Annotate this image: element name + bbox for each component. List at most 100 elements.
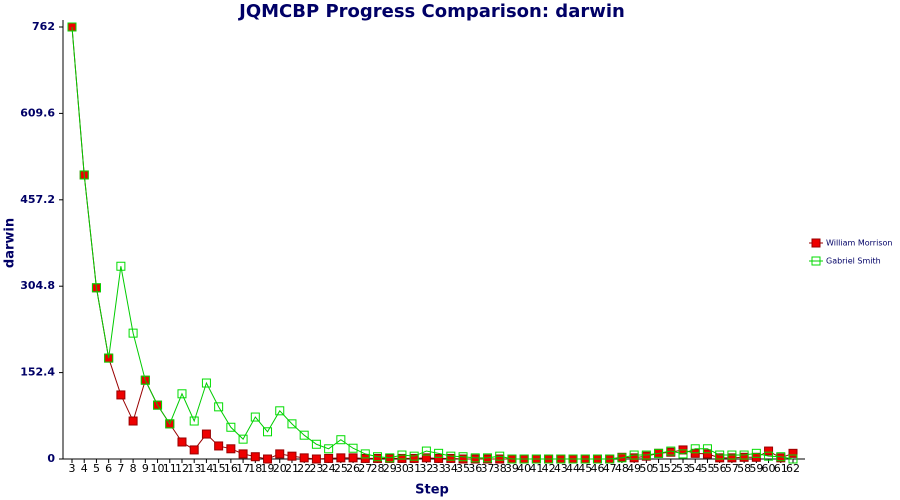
x-tick-label: 21 <box>285 462 299 475</box>
data-point <box>409 451 419 461</box>
x-tick-label: 17 <box>236 462 250 475</box>
data-point <box>495 451 505 461</box>
data-point <box>299 453 309 463</box>
x-tick-label: 45 <box>578 462 592 475</box>
data-point <box>654 448 664 458</box>
chart-title: JQMCBP Progress Comparison: darwin <box>237 1 625 22</box>
data-point <box>727 450 737 460</box>
legend-label: William Morrison <box>826 239 892 248</box>
data-point <box>91 283 101 293</box>
y-tick-label: 0 <box>47 452 55 465</box>
x-axis-label: Step <box>415 483 449 498</box>
data-point <box>470 453 480 463</box>
data-point <box>690 448 700 458</box>
x-tick-label: 30 <box>395 462 409 475</box>
data-point <box>214 441 224 451</box>
data-point <box>348 443 358 453</box>
x-tick-label: 26 <box>346 462 360 475</box>
data-point <box>434 453 444 463</box>
y-axis-label: darwin <box>3 218 18 268</box>
data-point <box>263 427 273 437</box>
data-point <box>666 446 676 456</box>
data-point <box>238 449 248 459</box>
data-point <box>751 448 761 458</box>
x-tick-label: 50 <box>639 462 653 475</box>
data-point <box>275 406 285 416</box>
series-line <box>71 26 794 460</box>
y-tick-label: 457.2 <box>20 193 55 206</box>
data-point <box>263 454 273 464</box>
data-point <box>226 444 236 454</box>
x-tick-label: 9 <box>142 462 149 475</box>
x-tick-label: 47 <box>603 462 617 475</box>
x-tick-label: 61 <box>774 462 788 475</box>
data-point <box>201 429 211 439</box>
x-tick-label: 53 <box>676 462 690 475</box>
data-point <box>385 453 395 463</box>
data-point <box>617 453 627 463</box>
data-point <box>360 449 370 459</box>
data-point <box>250 452 260 462</box>
data-point <box>348 453 358 463</box>
x-tick-label: 28 <box>371 462 385 475</box>
data-point <box>385 453 395 463</box>
x-tick-label: 16 <box>224 462 238 475</box>
data-point <box>715 450 725 460</box>
data-point <box>336 453 346 463</box>
x-tick-label: 32 <box>419 462 433 475</box>
data-point <box>177 437 187 447</box>
x-tick-label: 41 <box>529 462 543 475</box>
data-point <box>739 450 749 460</box>
x-tick-label: 48 <box>615 462 629 475</box>
data-point <box>544 454 554 464</box>
data-point <box>421 446 431 456</box>
data-point <box>556 454 566 464</box>
data-point <box>764 451 774 461</box>
data-point <box>116 390 126 400</box>
data-point <box>458 452 468 462</box>
data-point <box>641 450 651 460</box>
x-tick-label: 38 <box>493 462 507 475</box>
data-point <box>605 454 615 464</box>
x-tick-label: 34 <box>444 462 458 475</box>
data-point <box>311 439 321 449</box>
legend-label: Gabriel Smith <box>826 257 881 266</box>
x-tick-label: 7 <box>117 462 124 475</box>
x-tick-label: 42 <box>542 462 556 475</box>
data-point <box>128 328 138 338</box>
data-point <box>482 453 492 463</box>
data-point <box>189 416 199 426</box>
x-tick-label: 57 <box>725 462 739 475</box>
data-point <box>165 419 175 429</box>
x-tick-label: 25 <box>334 462 348 475</box>
data-point <box>214 402 224 412</box>
x-tick-label: 11 <box>163 462 177 475</box>
x-tick-label: 39 <box>505 462 519 475</box>
x-tick-label: 23 <box>309 462 323 475</box>
x-tick-label: 13 <box>187 462 201 475</box>
data-point <box>788 448 798 458</box>
x-tick-label: 29 <box>383 462 397 475</box>
x-tick-label: 18 <box>248 462 262 475</box>
data-point <box>128 416 138 426</box>
x-tick-label: 40 <box>517 462 531 475</box>
data-point <box>678 449 688 459</box>
x-tick-label: 10 <box>151 462 165 475</box>
data-point <box>79 170 89 180</box>
x-tick-label: 35 <box>456 462 470 475</box>
x-tick-label: 8 <box>130 462 137 475</box>
data-point <box>299 430 309 440</box>
legend-marker <box>811 238 821 248</box>
x-tick-label: 37 <box>480 462 494 475</box>
data-point <box>507 454 517 464</box>
data-point <box>324 444 334 454</box>
data-point <box>360 453 370 463</box>
x-tick-label: 46 <box>590 462 604 475</box>
x-tick-label: 44 <box>566 462 580 475</box>
x-tick-label: 12 <box>175 462 189 475</box>
x-tick-label: 52 <box>664 462 678 475</box>
data-point <box>336 435 346 445</box>
data-point <box>446 451 456 461</box>
data-point <box>592 454 602 464</box>
